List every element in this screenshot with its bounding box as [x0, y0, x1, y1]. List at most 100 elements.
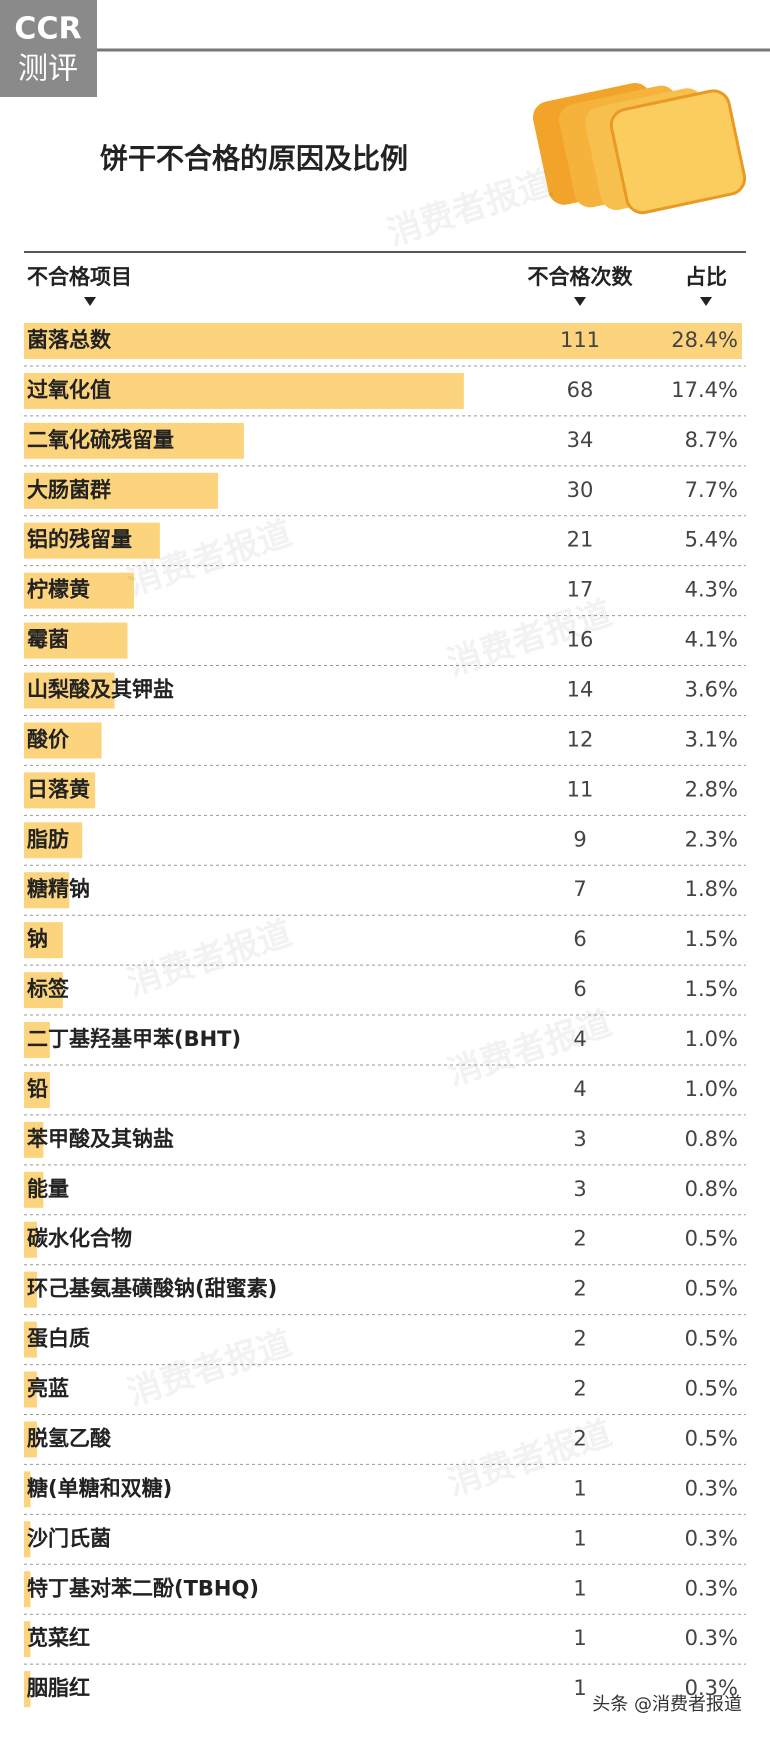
count-label: 2 [573, 1327, 586, 1351]
watermark: 消费者报道 [443, 1003, 617, 1094]
count-label: 1 [573, 1626, 586, 1650]
count-label: 16 [567, 628, 594, 652]
category-label: 过氧化值 [27, 378, 111, 402]
category-label: 标签 [27, 977, 70, 1001]
count-label: 1 [573, 1576, 586, 1600]
share-label: 7.7% [685, 478, 738, 502]
count-label: 3 [573, 1177, 586, 1201]
count-label: 2 [573, 1426, 586, 1450]
share-label: 28.4% [671, 328, 738, 352]
bar [24, 1321, 37, 1358]
count-label: 11 [567, 777, 594, 801]
share-label: 2.8% [685, 777, 738, 801]
bar [24, 472, 219, 509]
count-label: 6 [573, 927, 586, 951]
category-label: 苋菜红 [27, 1626, 90, 1650]
category-label: 二氧化硫残留量 [27, 428, 174, 452]
category-label: 二丁基羟基甲苯(BHT) [27, 1027, 241, 1051]
bar [24, 1071, 50, 1108]
count-label: 1 [573, 1476, 586, 1500]
bar [24, 1371, 37, 1408]
logo-top: CCR [14, 12, 81, 47]
bar [24, 672, 115, 709]
category-label: 菌落总数 [27, 328, 112, 352]
share-label: 0.8% [685, 1177, 738, 1201]
count-label: 1 [573, 1526, 586, 1550]
share-label: 17.4% [671, 378, 738, 402]
category-label: 糖(单糖和双糖) [27, 1476, 172, 1500]
category-label: 大肠菌群 [27, 478, 111, 502]
category-label: 脂肪 [27, 827, 69, 851]
watermark: 消费者报道 [443, 1413, 617, 1504]
bar [24, 1671, 31, 1708]
category-label: 铝的残留量 [27, 528, 132, 552]
bar [24, 1121, 44, 1158]
bar [24, 622, 128, 659]
count-label: 12 [567, 727, 594, 751]
category-label: 霉菌 [27, 628, 69, 652]
watermark: 消费者报道 [443, 593, 617, 684]
watermark: 消费者报道 [383, 163, 557, 254]
share-label: 1.5% [685, 927, 738, 951]
count-label: 6 [573, 977, 586, 1001]
bar [24, 1271, 37, 1308]
share-label: 5.4% [685, 528, 738, 552]
share-label: 0.5% [685, 1377, 738, 1401]
biscuit-illustration [532, 83, 747, 215]
share-label: 3.6% [685, 678, 738, 702]
bar [24, 1621, 31, 1658]
share-label: 8.7% [685, 428, 738, 452]
share-label: 0.5% [685, 1277, 738, 1301]
count-label: 3 [573, 1127, 586, 1151]
count-label: 34 [567, 428, 594, 452]
category-label: 日落黄 [27, 777, 90, 801]
logo-bottom: 测评 [18, 52, 78, 87]
category-label: 沙门氏菌 [27, 1526, 111, 1550]
bar [24, 1421, 37, 1458]
share-label: 0.3% [685, 1476, 738, 1500]
share-label: 0.5% [685, 1327, 738, 1351]
bar [24, 372, 464, 409]
bar [24, 1171, 44, 1208]
count-label: 30 [567, 478, 594, 502]
share-label: 4.1% [685, 628, 738, 652]
category-label: 亮蓝 [27, 1377, 69, 1401]
category-label: 特丁基对苯二酚(TBHQ) [27, 1576, 259, 1600]
logo-box [0, 0, 97, 97]
bar [24, 572, 134, 609]
category-header: 不合格项目 [27, 265, 132, 289]
bar [24, 1471, 31, 1508]
count-label: 17 [567, 578, 594, 602]
bar [24, 1022, 50, 1059]
count-label: 9 [573, 827, 586, 851]
share-label: 0.8% [685, 1127, 738, 1151]
share-label: 1.0% [685, 1077, 738, 1101]
share-label: 1.8% [685, 877, 738, 901]
category-label: 环己基氨基磺酸钠(甜蜜素) [27, 1277, 277, 1301]
category-label: 铅 [27, 1077, 48, 1101]
count-label: 21 [567, 528, 594, 552]
share-label: 2.3% [685, 827, 738, 851]
bar [24, 722, 102, 759]
share-label: 3.1% [685, 727, 738, 751]
bar [24, 872, 70, 909]
category-label: 酸价 [27, 727, 70, 751]
category-label: 山梨酸及其钾盐 [27, 678, 174, 702]
count-header: 不合格次数 [528, 265, 634, 289]
bar [24, 822, 83, 859]
count-label: 68 [567, 378, 594, 402]
share-label: 1.0% [685, 1027, 738, 1051]
count-label: 4 [573, 1027, 586, 1051]
count-label: 2 [573, 1377, 586, 1401]
count-label: 2 [573, 1227, 586, 1251]
share-label: 0.3% [685, 1676, 738, 1700]
count-label: 14 [567, 678, 594, 702]
count-label: 7 [573, 877, 586, 901]
bar [24, 1571, 31, 1608]
share-label: 0.3% [685, 1526, 738, 1550]
share-label: 4.3% [685, 578, 738, 602]
count-label: 2 [573, 1277, 586, 1301]
bar [24, 922, 63, 959]
count-label: 111 [560, 328, 600, 352]
